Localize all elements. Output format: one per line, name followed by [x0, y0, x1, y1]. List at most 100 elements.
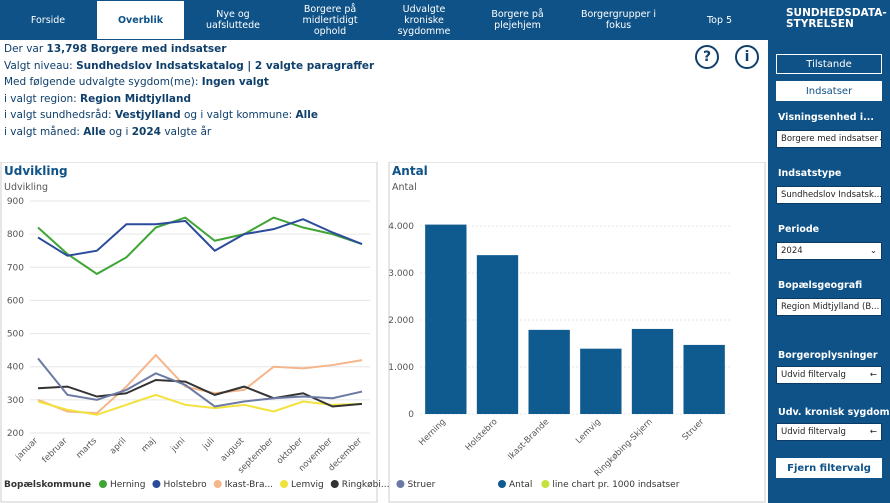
y-tick-label: 400 — [7, 363, 24, 373]
line-series — [37, 218, 363, 257]
filter-dropdown[interactable]: Borgere med indsatser⌄ — [776, 130, 882, 148]
legend-label: line chart pr. 1000 indsatser — [552, 480, 679, 490]
info-segment: Med følgende udvalgte sygdom(me): — [4, 76, 202, 88]
help-icon[interactable]: ? — [695, 45, 719, 69]
legend-label: Lemvig — [291, 480, 324, 490]
x-tick-label: Lemvig — [574, 417, 603, 446]
y-tick-label: 3.000 — [388, 269, 414, 279]
x-tick-label: august — [219, 436, 247, 464]
filter-label: Visningsenhed i... — [778, 112, 874, 123]
y-tick-label: 300 — [7, 396, 24, 406]
expander-button[interactable]: Udvid filtervalg ← — [776, 423, 882, 441]
bar — [683, 344, 725, 414]
chart-title: Udvikling — [4, 164, 68, 178]
legend-marker — [152, 480, 161, 488]
legend-marker — [213, 480, 222, 488]
sidebar: Tilstande Indsatser Visningsenhed i... Borg… — [768, 48, 890, 503]
filter-dropdown[interactable]: Sundhedslov Indsatsk...⌄ — [776, 186, 882, 204]
line-series — [37, 353, 363, 415]
legend-marker — [98, 480, 107, 488]
filter-value: Borgere med indsatser — [781, 134, 879, 144]
x-tick-label: februar — [40, 436, 69, 465]
info-segment: i valgt sundhedsråd: — [4, 109, 115, 121]
logo-line: STYRELSEN — [786, 18, 854, 30]
chart-subtitle: Antal — [392, 182, 417, 193]
reset-button[interactable]: Fjern filtervalg — [776, 458, 882, 478]
legend-marker — [330, 480, 339, 488]
nav-tab[interactable]: Borgere på plejehjem — [491, 9, 544, 31]
charts: Udvikling Udvikling 200 300 400 500 600 700 800 9… — [0, 162, 766, 503]
info-line: i valgt region: Region Midtjylland — [4, 91, 374, 108]
nav-tab[interactable]: Borgere på midlertidigt ophold — [302, 3, 358, 37]
info-segment: Der var — [4, 43, 47, 55]
filter-label: Indsatstype — [778, 168, 842, 179]
info-segment: Region Midtjylland — [80, 92, 191, 105]
line-series — [37, 357, 363, 408]
nav-tab[interactable]: Nye og uafsluttede — [206, 9, 260, 31]
expander-label: Udv. kronisk sygdom — [778, 407, 890, 418]
info-segment: Alle — [83, 125, 106, 138]
logo: SUNDHEDSDATA- STYRELSEN — [768, 0, 890, 48]
legend-label: Herning — [110, 480, 145, 490]
info-segment: Valgt niveau: — [4, 59, 77, 72]
x-tick-label: Holstebro — [464, 417, 500, 453]
nav-tab[interactable]: Udvalgte kroniske sygdomme — [397, 3, 451, 37]
y-tick-label: 2.000 — [388, 316, 414, 326]
legend-label: Antal — [509, 480, 532, 490]
legend-marker — [396, 480, 405, 488]
expander-value: Udvid filtervalg — [781, 370, 846, 380]
expander-label: Borgeroplysninger — [778, 350, 878, 361]
legend-label: Ringkøbi... — [342, 480, 390, 490]
nav-tab[interactable]: Borgergrupper i fokus — [580, 9, 657, 31]
line-series — [37, 378, 363, 408]
legend-marker — [541, 480, 550, 488]
y-tick-label: 700 — [7, 263, 24, 273]
legend-marker — [498, 480, 506, 488]
info-segment: Alle — [295, 109, 318, 121]
bar — [528, 329, 570, 414]
nav-tab[interactable]: Top 5 — [706, 14, 733, 26]
filter-value: Sundhedslov Indsatsk... — [781, 190, 882, 200]
info-segment: i valgt region: — [4, 92, 81, 105]
expander-arrow: ← — [869, 370, 877, 380]
filter-value: 2024 — [781, 246, 803, 256]
y-tick-label: 600 — [7, 296, 24, 306]
legend-marker — [280, 480, 289, 488]
dropdown-arrow: ⌄ — [878, 134, 881, 144]
info-line: i valgt sundhedsråd: Vestjylland og i va… — [4, 107, 374, 124]
info-line: Der var 13,798 Borgere med indsatser — [4, 41, 374, 58]
x-tick-label: marts — [74, 436, 99, 461]
legend-title: Bopælskommune — [4, 480, 91, 490]
info-segment: og i valgt kommune: — [180, 109, 296, 121]
filter-dropdown[interactable]: 2024 ⌄ — [776, 242, 882, 260]
info-line: Valgt niveau: Sundhedslov Indsatskatalog… — [4, 58, 374, 75]
nav-tab[interactable]: Forside — [30, 14, 66, 26]
filter-value: Region Midtjylland (B... — [781, 302, 880, 312]
info-segment: Ingen valgt — [201, 76, 269, 88]
expander-value: Udvid filtervalg — [781, 427, 846, 437]
info-segment: 13,798 Borgere med indsatser — [46, 43, 227, 55]
info-segment: Sundhedslov Indsatskatalog | 2 valgte pa… — [76, 59, 375, 72]
line-series — [37, 216, 363, 276]
nav-bar: Forside Overblik Nye og uafsluttede Borgere… — [0, 0, 768, 40]
bar — [476, 255, 519, 414]
x-tick-label: april — [108, 436, 128, 456]
bar — [425, 224, 467, 414]
y-tick-label: 4.000 — [388, 222, 414, 232]
y-tick-label: 900 — [7, 197, 24, 207]
info-segment: 2024 — [131, 125, 161, 138]
x-tick-label: Herning — [417, 417, 448, 448]
nav-tab[interactable]: Overblik — [96, 0, 185, 40]
y-tick-label: 1.000 — [388, 363, 414, 373]
info-line: i valgt måned: Alle og i 2024 valgte år — [4, 124, 374, 141]
filter-dropdown[interactable]: Region Midtjylland (B...⌄ — [776, 298, 882, 316]
line-series — [37, 393, 363, 416]
expander-button[interactable]: Udvid filtervalg ← — [776, 366, 882, 384]
x-tick-label: juni — [169, 436, 188, 455]
legend-label: Holstebro — [163, 480, 207, 490]
sidebar-button[interactable]: Tilstande — [776, 54, 882, 74]
sidebar-button[interactable]: Indsatser — [776, 81, 882, 101]
x-tick-label: januar — [13, 436, 40, 463]
info-icon[interactable]: i — [735, 45, 759, 69]
y-tick-label: 200 — [7, 429, 24, 439]
